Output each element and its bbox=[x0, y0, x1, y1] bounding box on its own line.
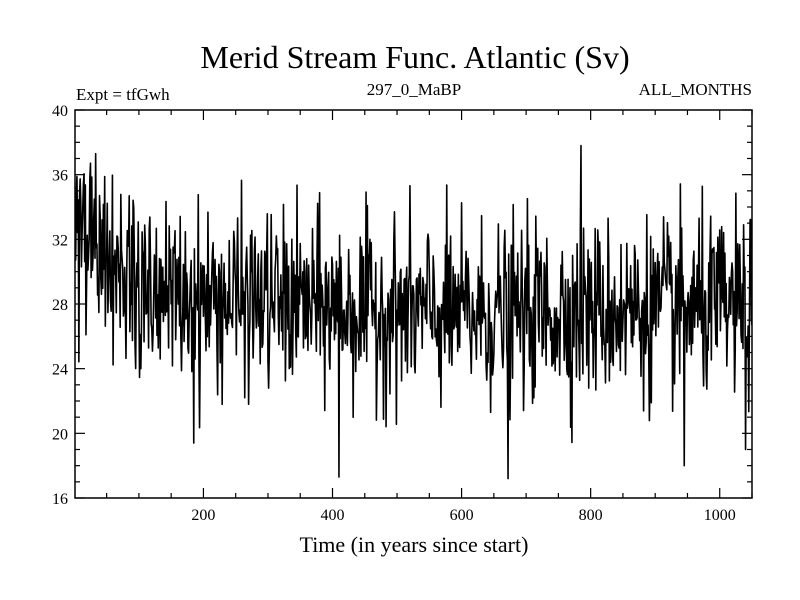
x-tick-label: 200 bbox=[191, 507, 215, 524]
y-tick-label: 20 bbox=[52, 426, 68, 443]
plot-frame bbox=[74, 109, 753, 499]
y-tick-label: 32 bbox=[52, 232, 68, 249]
y-tick-label: 24 bbox=[52, 362, 68, 379]
series-line-amoc bbox=[75, 144, 752, 480]
chart-title: Merid Stream Func. Atlantic (Sv) bbox=[200, 39, 629, 75]
x-axis-label: Time (in years since start) bbox=[300, 532, 529, 557]
y-tick-label: 28 bbox=[52, 297, 68, 314]
season-label: ALL_MONTHS bbox=[639, 80, 752, 99]
x-tick-label: 800 bbox=[579, 507, 603, 524]
x-tick-label: 600 bbox=[450, 507, 474, 524]
y-tick-labels: 16 20 24 28 32 36 40 bbox=[52, 103, 68, 508]
x-tick-label: 400 bbox=[321, 507, 345, 524]
x-tick-label: 1000 bbox=[704, 507, 736, 524]
period-label: 297_0_MaBP bbox=[367, 80, 461, 99]
y-tick-label: 40 bbox=[52, 103, 68, 120]
x-tick-labels: 200 400 600 800 1000 bbox=[191, 507, 735, 524]
experiment-label: Expt = tfGwh bbox=[76, 85, 170, 104]
y-tick-label: 16 bbox=[52, 491, 68, 508]
y-tick-label: 36 bbox=[52, 168, 68, 185]
